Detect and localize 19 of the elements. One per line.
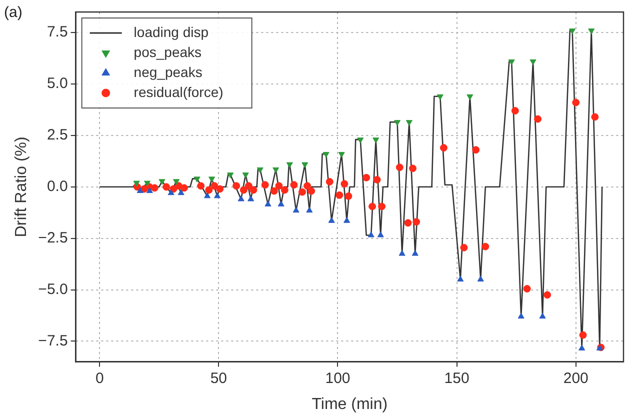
y-tick-label: 2.5 (46, 126, 68, 144)
y-tick-label: 7.5 (46, 24, 68, 41)
x-axis-title: Time (min) (312, 396, 388, 413)
x-tick-label: 150 (444, 370, 470, 387)
legend-label: loading disp (134, 24, 209, 40)
legend-label: neg_peaks (134, 64, 202, 80)
legend-label: pos_peaks (134, 44, 202, 60)
y-tick-label: −2.5 (38, 229, 68, 246)
x-tick-label: 50 (210, 370, 228, 387)
y-tick-label: −5.0 (38, 280, 68, 298)
x-tick-label: 0 (95, 370, 104, 387)
text: (a) (4, 4, 22, 21)
x-tick-label: 200 (563, 370, 588, 387)
y-tick-label: 5.0 (46, 75, 68, 92)
y-tick-label: 0.0 (46, 178, 68, 196)
y-axis-title: Drift Ratio (%) (13, 136, 30, 238)
x-tick-label: 100 (325, 370, 350, 387)
y-tick-label: −7.5 (38, 332, 68, 350)
legend-label: residual(force) (134, 84, 224, 100)
